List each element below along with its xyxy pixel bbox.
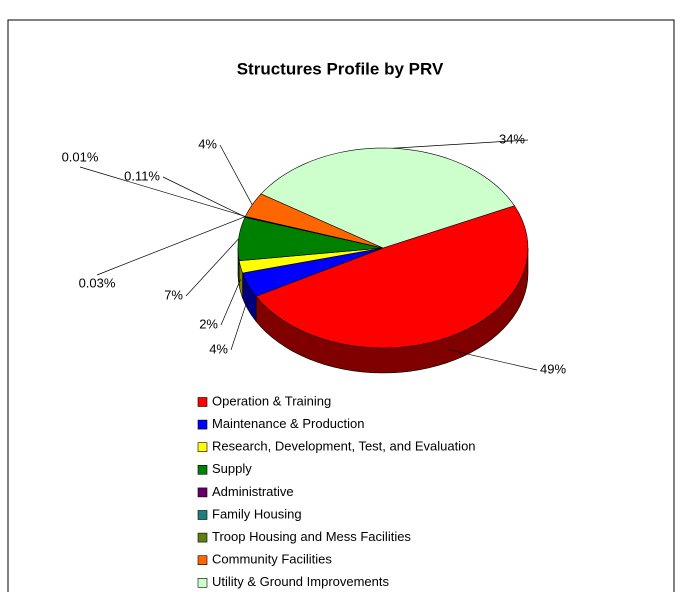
leader-line [185, 238, 239, 297]
data-label: 49% [540, 361, 566, 376]
legend-swatch [197, 487, 208, 498]
data-label: 34% [499, 131, 525, 146]
chart-title: Structures Profile by PRV [237, 59, 444, 78]
data-label: 0.11% [124, 168, 160, 183]
leader-line [96, 216, 246, 276]
data-label: 4% [198, 136, 217, 151]
pie-slice [242, 247, 384, 297]
pie-slice [237, 216, 384, 262]
leader-line [392, 139, 529, 149]
data-label: 0.01% [62, 149, 99, 164]
legend-swatch [197, 510, 208, 520]
legend-swatch [197, 532, 208, 543]
pie-slice [260, 147, 515, 249]
data-label: 0.03% [79, 275, 116, 290]
data-label: 4% [209, 341, 228, 356]
legend-label: Administrative [212, 484, 294, 499]
leader-line [448, 349, 538, 371]
pie-slice [255, 205, 529, 349]
leader-line [219, 144, 253, 205]
legend-label: Maintenance & Production [212, 416, 364, 431]
legend-label: Research, Development, Test, and Evaluat… [212, 439, 476, 454]
leader-line [220, 279, 241, 326]
legend-swatch [197, 555, 208, 566]
legend-swatch [197, 442, 208, 453]
data-label: 2% [199, 316, 218, 331]
legend-label: Community Facilities [212, 552, 332, 567]
leader-line [230, 297, 249, 351]
pie-slice [244, 193, 384, 249]
legend-label: Troop Housing and Mess Facilities [212, 529, 411, 544]
pie-slice [238, 247, 384, 274]
legend-swatch [197, 464, 208, 475]
legend-label: Operation & Training [212, 393, 331, 408]
legend-swatch [197, 397, 208, 407]
legend-swatch [197, 577, 208, 588]
legend-swatch [197, 419, 208, 430]
legend-label: Family Housing [212, 506, 302, 521]
data-label: 7% [164, 287, 183, 302]
leader-line [79, 166, 246, 217]
leader-line [162, 176, 246, 218]
legend-label: Supply [212, 461, 252, 476]
legend-label: Utility & Ground Improvements [212, 574, 390, 589]
